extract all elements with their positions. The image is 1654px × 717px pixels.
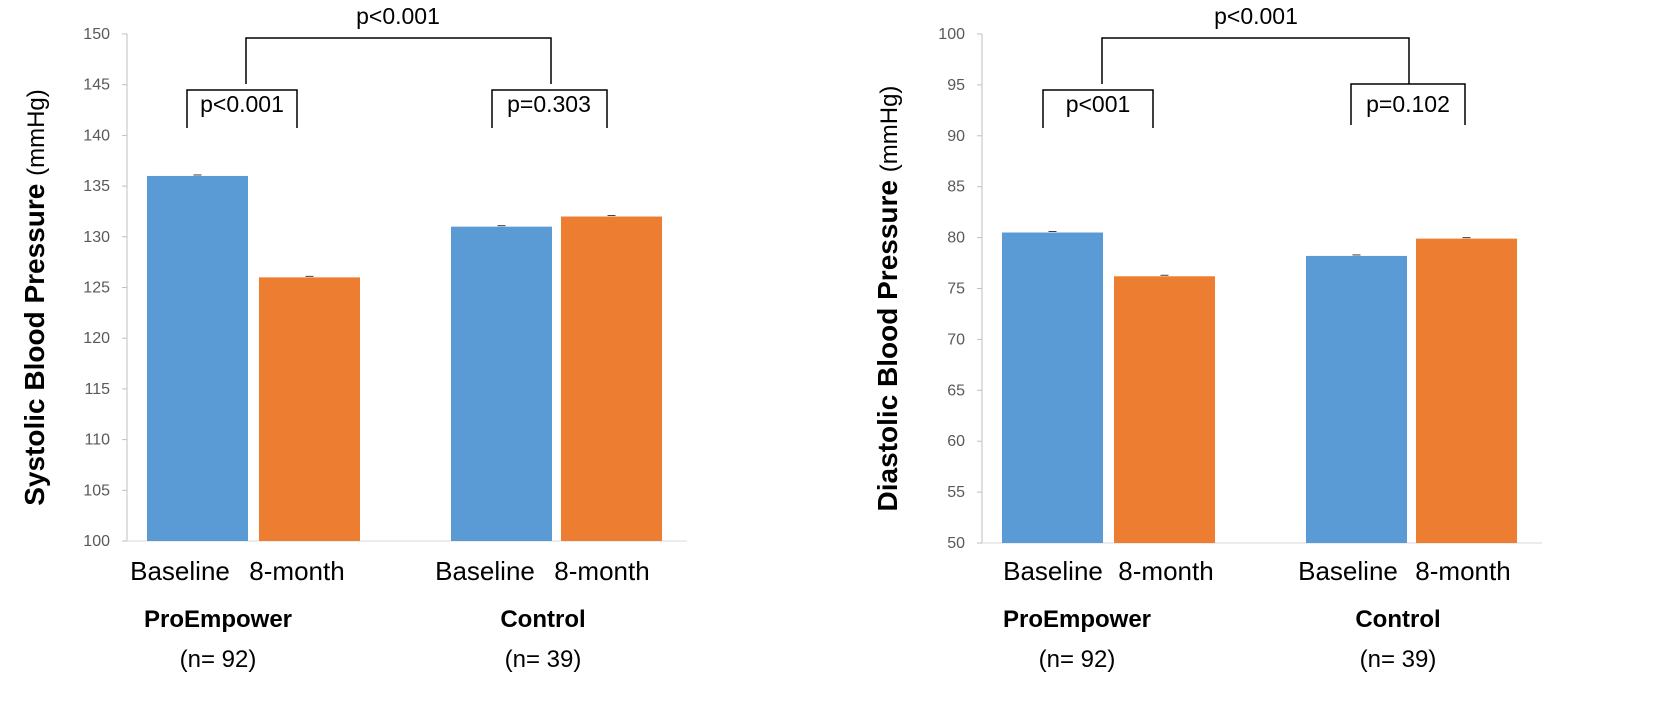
y-tick-label: 80 bbox=[947, 230, 965, 247]
y-tick-label: 60 bbox=[947, 433, 965, 450]
y-tick-label: 50 bbox=[947, 535, 965, 552]
y-axis-label: Diastolic Blood Pressure (mmHg) bbox=[872, 86, 903, 512]
y-tick-label: 110 bbox=[84, 432, 110, 449]
x-category-label: 8-month bbox=[554, 556, 649, 586]
y-tick-label: 130 bbox=[83, 229, 110, 246]
y-tick-label: 120 bbox=[83, 330, 110, 347]
p-value-label: p=0.303 bbox=[507, 91, 591, 117]
group-n-label: (n= 39) bbox=[505, 646, 582, 673]
group-n-label: (n= 39) bbox=[1360, 646, 1437, 673]
bar-baseline bbox=[1002, 232, 1103, 543]
y-tick-label: 100 bbox=[938, 26, 965, 43]
y-axis-label-unit: (mmHg) bbox=[876, 86, 903, 173]
y-tick-label: 90 bbox=[947, 128, 965, 145]
bar-8-month bbox=[561, 216, 662, 541]
y-tick-label: 140 bbox=[83, 127, 110, 144]
between-group-bracket bbox=[245, 37, 552, 84]
bar-8-month bbox=[259, 277, 360, 541]
x-category-label: Baseline bbox=[1003, 556, 1103, 586]
y-tick-label: 85 bbox=[947, 179, 965, 196]
y-tick-label: 115 bbox=[84, 381, 110, 398]
y-tick-label: 135 bbox=[83, 178, 110, 195]
group-label: ProEmpower bbox=[1003, 606, 1151, 633]
between-group-p-value: p<0.001 bbox=[1214, 3, 1298, 29]
between-group-p-value: p<0.001 bbox=[356, 3, 440, 29]
bar-baseline bbox=[451, 226, 552, 541]
x-category-label: Baseline bbox=[130, 556, 230, 586]
y-tick-label: 95 bbox=[947, 77, 965, 94]
bar-8-month bbox=[1416, 238, 1517, 544]
p-value-bracket bbox=[491, 89, 608, 128]
bar-baseline bbox=[1306, 255, 1407, 543]
p-value-bracket bbox=[1042, 89, 1154, 128]
p-value-bracket bbox=[1350, 83, 1466, 125]
y-axis-label-title: Diastolic Blood Pressure bbox=[872, 172, 903, 511]
bar-8-month bbox=[1114, 276, 1215, 543]
x-category-label: 8-month bbox=[1118, 556, 1213, 586]
y-tick-label: 145 bbox=[83, 77, 110, 94]
x-category-label: 8-month bbox=[1415, 556, 1510, 586]
y-tick-label: 55 bbox=[947, 484, 965, 501]
y-axis-label-title: Systolic Blood Pressure bbox=[19, 176, 50, 506]
x-category-label: 8-month bbox=[249, 556, 344, 586]
y-tick-label: 100 bbox=[83, 533, 110, 550]
between-group-bracket bbox=[1101, 37, 1410, 84]
p-value-label: p=0.102 bbox=[1366, 91, 1450, 117]
p-value-label: p<0.001 bbox=[200, 91, 284, 117]
y-tick-label: 105 bbox=[83, 482, 110, 499]
group-n-label: (n= 92) bbox=[1039, 646, 1116, 673]
x-category-label: Baseline bbox=[435, 556, 535, 586]
bar-baseline bbox=[147, 175, 248, 541]
p-value-label: p<001 bbox=[1066, 91, 1131, 117]
p-value-bracket bbox=[186, 89, 298, 128]
group-label: Control bbox=[500, 606, 585, 633]
x-category-label: Baseline bbox=[1298, 556, 1398, 586]
y-tick-label: 125 bbox=[83, 280, 110, 297]
y-tick-label: 70 bbox=[947, 331, 965, 348]
group-label: Control bbox=[1355, 606, 1440, 633]
y-tick-label: 65 bbox=[947, 382, 965, 399]
y-tick-label: 75 bbox=[947, 281, 965, 298]
y-axis-label-unit: (mmHg) bbox=[23, 89, 50, 176]
y-tick-label: 150 bbox=[83, 26, 110, 43]
group-n-label: (n= 92) bbox=[180, 646, 257, 673]
y-axis-label: Systolic Blood Pressure (mmHg) bbox=[19, 89, 50, 506]
group-label: ProEmpower bbox=[144, 606, 292, 633]
